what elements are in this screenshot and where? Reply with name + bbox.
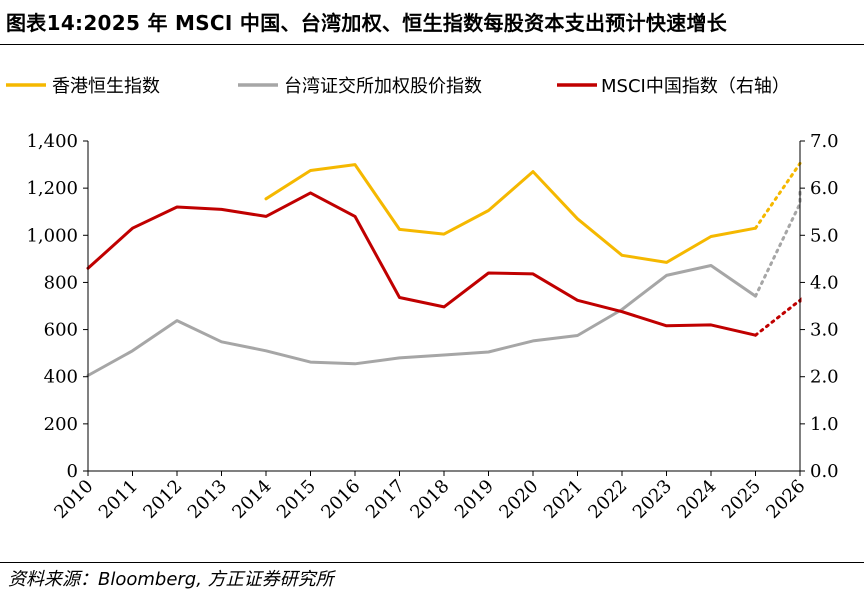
x-tick-label: 2018 [406,476,453,523]
x-tick-label: 2016 [317,476,364,523]
x-tick-label: 2021 [540,476,587,523]
series-forecast-line-3 [754,297,802,337]
legend-label-2: 台湾证交所加权股价指数 [284,76,482,97]
x-tick-label: 2017 [362,476,409,523]
right-tick-label: 3.0 [810,320,839,341]
x-tick-label: 2012 [139,476,186,523]
right-tick-label: 5.0 [810,225,839,246]
x-tick-label: 2025 [718,476,765,523]
left-tick-label: 1,000 [26,225,78,246]
series-line-2 [86,264,757,377]
line-chart: 香港恒生指数 台湾证交所加权股价指数 MSCI中国指数（右轴） 0 200 400 600… [6,76,839,523]
x-tick-label: 2019 [451,476,498,523]
x-tick-label: 2011 [95,476,142,523]
x-tick-label: 2024 [673,476,720,523]
left-tick-label: 200 [44,414,78,435]
x-tick-label: 2022 [584,476,631,523]
chart-legend: 香港恒生指数 台湾证交所加权股价指数 MSCI中国指数（右轴） [6,76,790,97]
left-axis-ticks: 0 200 400 600 800 1,000 1,200 1,400 [26,131,88,482]
source-note: 资料来源：Bloomberg, 方正证券研究所 [8,569,334,590]
left-tick-label: 0 [67,461,78,482]
footer-divider [0,562,864,563]
x-tick-label: 2013 [184,476,231,523]
series-line-1 [264,163,757,264]
legend-label-1: 香港恒生指数 [52,76,160,97]
right-tick-label: 4.0 [810,272,839,293]
series-forecast-line-2 [754,190,802,298]
chart-title: 图表14:2025 年 MSCI 中国、台湾加权、恒生指数每股资本支出预计快速增… [6,11,728,35]
left-tick-label: 400 [44,367,78,388]
left-tick-label: 600 [44,320,78,341]
right-tick-label: 0.0 [810,461,839,482]
x-tick-label: 2010 [50,476,97,523]
x-axis-ticks: 2010201120122013201420152016201720182019… [50,471,810,523]
right-tick-label: 7.0 [810,131,839,152]
x-tick-label: 2014 [228,476,275,523]
plot-lines [86,161,802,377]
right-axis-ticks: 0.0 1.0 2.0 3.0 4.0 5.0 6.0 7.0 [800,131,839,482]
left-tick-label: 1,200 [26,178,78,199]
left-tick-label: 1,400 [26,131,78,152]
right-tick-label: 6.0 [810,178,839,199]
title-divider [0,44,864,45]
x-tick-label: 2023 [629,476,676,523]
series-line-3 [86,191,757,337]
series-forecast-line-1 [754,161,802,230]
right-tick-label: 2.0 [810,367,839,388]
x-tick-label: 2026 [762,476,809,523]
right-tick-label: 1.0 [810,414,839,435]
x-tick-label: 2020 [495,476,542,523]
legend-label-3: MSCI中国指数（右轴） [601,76,790,97]
x-tick-label: 2015 [273,476,320,523]
left-tick-label: 800 [44,272,78,293]
